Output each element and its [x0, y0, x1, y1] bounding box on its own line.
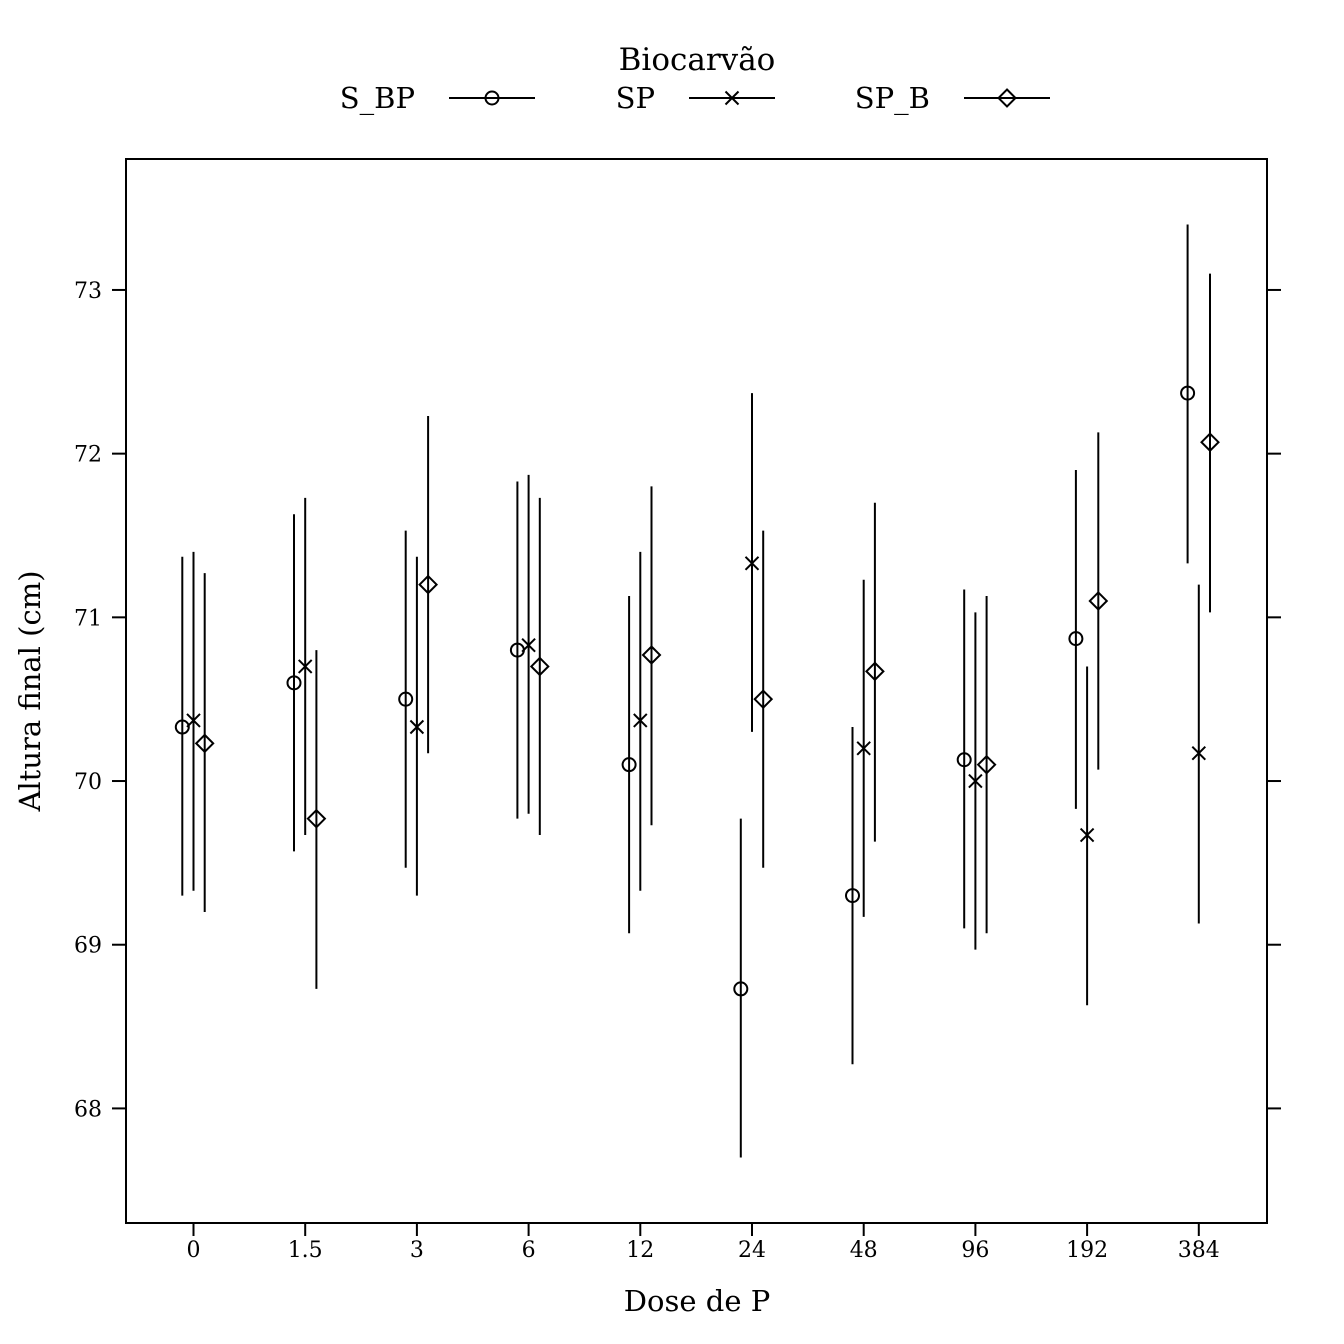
y-tick-label: 73: [74, 279, 102, 304]
data-point: [418, 574, 439, 595]
x-axis-title: Dose de P: [624, 1284, 770, 1318]
y-tick-label: 72: [74, 443, 102, 468]
x-tick-label: 384: [1178, 1238, 1220, 1263]
x-tick-label: 96: [961, 1238, 989, 1263]
x-tick-label: 3: [410, 1238, 424, 1263]
data-point: [753, 689, 774, 710]
data-point: [641, 645, 662, 665]
x-tick-label: 48: [850, 1238, 878, 1263]
data-point: [521, 637, 536, 653]
series-S_BP: [174, 224, 1196, 1158]
data-point: [1088, 591, 1109, 611]
legend-marker: [997, 88, 1017, 108]
data-point: [733, 981, 749, 997]
data-point: [621, 757, 637, 773]
y-axis-title: Altura final (cm): [13, 570, 47, 812]
series-SP: [186, 393, 1207, 1006]
series-SP_B: [194, 273, 1220, 989]
x-tick-label: 192: [1066, 1238, 1108, 1263]
data-point: [968, 773, 983, 789]
data-point: [1079, 827, 1095, 843]
data-point: [1200, 432, 1220, 453]
y-axis: 68 69 70 71 72 73: [74, 279, 1281, 1122]
data-point: [306, 808, 327, 829]
data-point: [845, 888, 860, 904]
y-tick-label: 71: [74, 606, 102, 631]
y-tick-label: 70: [74, 770, 102, 795]
legend-item-S_BP: S_BP: [340, 81, 535, 116]
x-tick-label: 0: [187, 1238, 201, 1263]
legend-marker: [484, 90, 500, 106]
data-point: [186, 713, 201, 728]
data-point: [174, 719, 190, 735]
legend-label: SP_B: [855, 81, 930, 116]
legend-item-SP_B: SP_B: [855, 81, 1050, 116]
data-point: [956, 752, 972, 768]
data-point: [744, 556, 760, 571]
legend-marker: [724, 90, 740, 106]
data-point: [286, 675, 302, 691]
legend-label: S_BP: [340, 81, 415, 116]
data-point: [1068, 631, 1084, 647]
data-point: [529, 656, 550, 677]
data-point: [1180, 385, 1196, 401]
data-point: [864, 661, 885, 682]
data-marks: [174, 224, 1220, 1158]
y-tick-label: 68: [74, 1097, 102, 1122]
data-point: [398, 691, 414, 707]
y-tick-label: 69: [74, 934, 102, 959]
x-tick-label: 6: [522, 1238, 536, 1263]
legend-label: SP: [616, 81, 655, 115]
x-tick-label: 12: [626, 1238, 654, 1263]
data-point: [194, 733, 215, 754]
x-tick-label: 24: [738, 1238, 766, 1263]
legend: Biocarvão S_BP SP SP_B: [340, 42, 1050, 116]
legend-item-SP: SP: [616, 81, 775, 115]
x-tick-label: 1.5: [288, 1238, 323, 1263]
data-point: [409, 719, 425, 735]
data-point: [633, 713, 648, 728]
data-point: [976, 754, 997, 775]
data-point: [856, 741, 871, 756]
x-axis: 0 1.5 3 6 12 24 48 96 192 384: [187, 1223, 1220, 1263]
legend-title: Biocarvão: [619, 42, 776, 78]
plot-frame: [125, 158, 1268, 1224]
data-point: [1191, 745, 1207, 761]
data-point: [297, 659, 313, 674]
